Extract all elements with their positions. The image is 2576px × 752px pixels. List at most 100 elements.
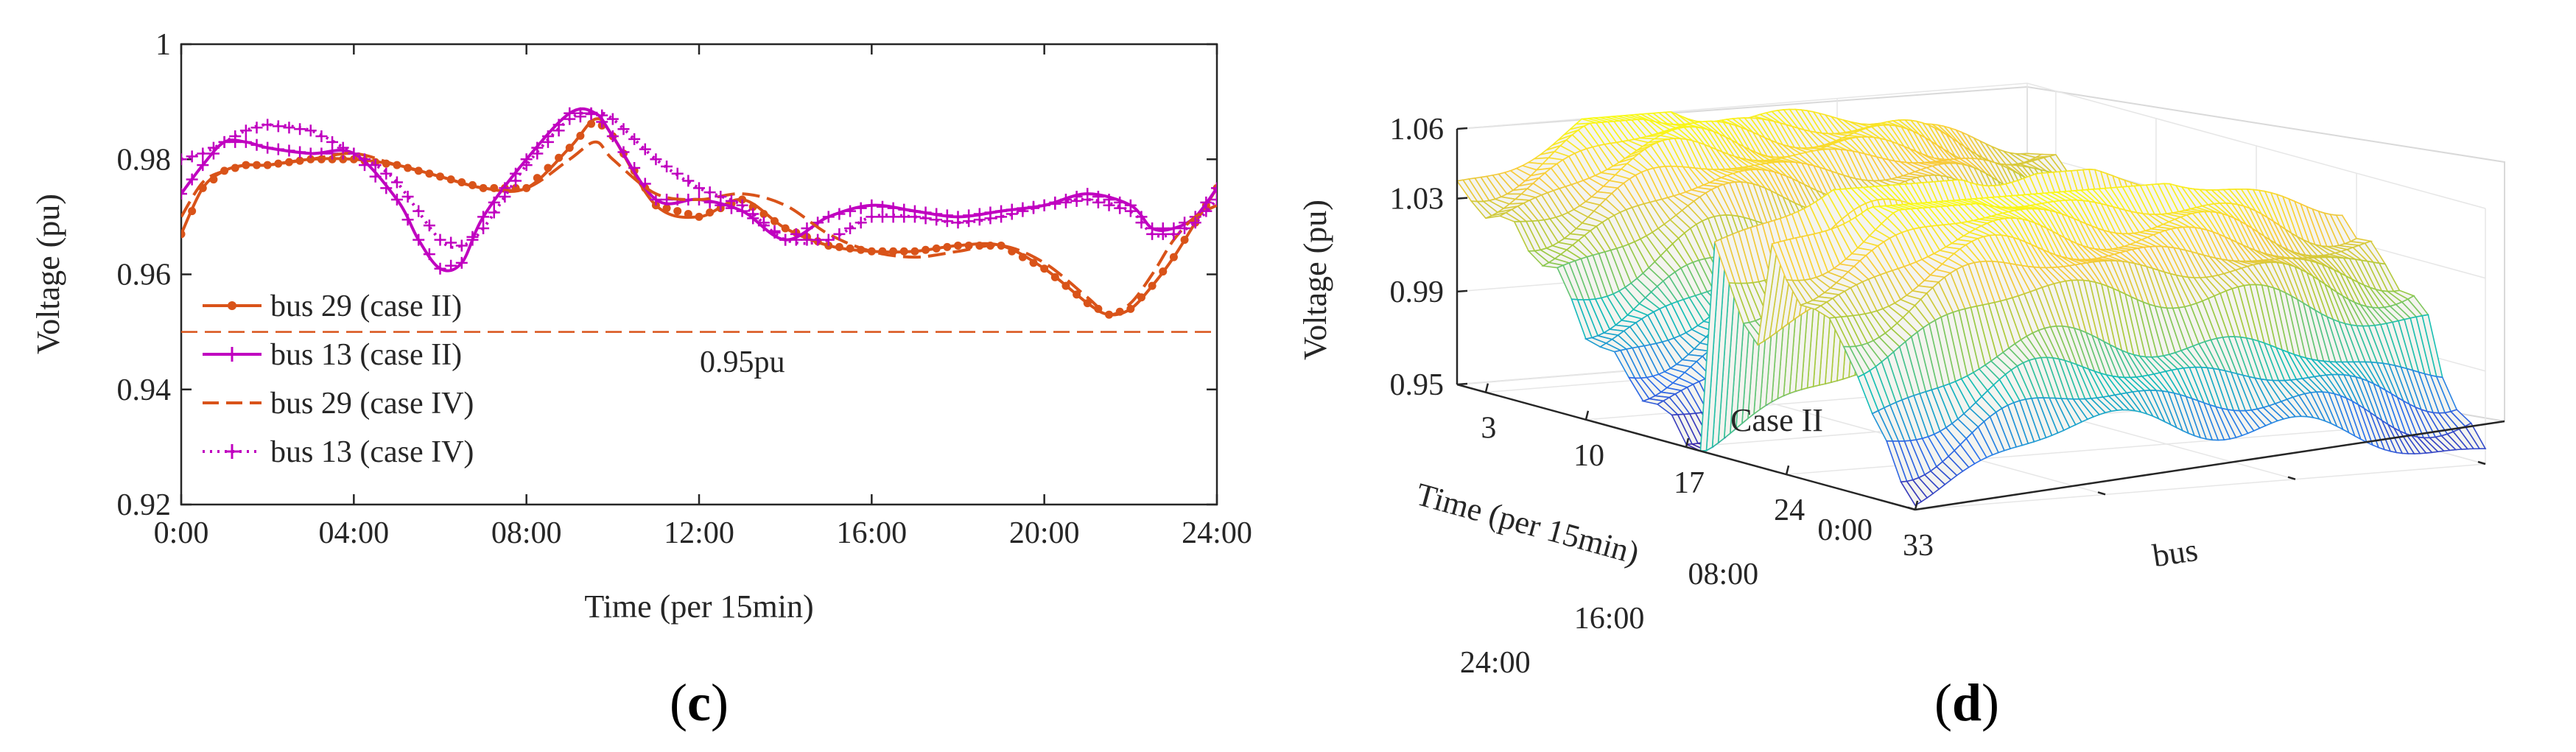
data-point bbox=[673, 207, 682, 216]
data-point bbox=[964, 241, 973, 250]
series-3 bbox=[181, 108, 1217, 252]
x-tick-label: 04:00 bbox=[318, 516, 389, 550]
data-point bbox=[466, 231, 479, 243]
data-point bbox=[1157, 228, 1169, 240]
z-tick bbox=[1456, 127, 1468, 130]
data-point bbox=[695, 212, 703, 221]
data-point bbox=[1103, 199, 1115, 211]
data-point bbox=[866, 211, 878, 223]
data-point bbox=[1114, 202, 1126, 214]
data-point bbox=[1180, 236, 1189, 245]
data-point bbox=[229, 130, 242, 142]
data-point bbox=[181, 153, 187, 166]
data-point bbox=[910, 247, 919, 256]
data-point bbox=[488, 196, 500, 208]
data-point bbox=[628, 161, 641, 174]
z-axis-label: Voltage (pu) bbox=[1297, 200, 1333, 360]
legend-entry-bus29-case4: bus 29 (case IV) bbox=[203, 387, 474, 421]
data-point bbox=[790, 233, 802, 246]
data-point bbox=[854, 217, 867, 229]
bus-tick-label: 17 bbox=[1674, 466, 1705, 500]
data-point bbox=[380, 182, 393, 194]
data-point bbox=[197, 159, 209, 172]
data-point bbox=[846, 244, 854, 253]
data-point bbox=[1083, 299, 1092, 308]
data-point bbox=[757, 217, 770, 229]
time-tick bbox=[2097, 491, 2106, 496]
data-point bbox=[822, 211, 835, 223]
x-tick-label: 16:00 bbox=[836, 516, 907, 550]
data-point bbox=[1211, 193, 1217, 205]
data-point bbox=[434, 233, 446, 246]
data-point bbox=[833, 208, 846, 220]
data-point bbox=[801, 222, 813, 234]
legend-label: bus 29 (case IV) bbox=[270, 387, 474, 421]
time-tick-label: 16:00 bbox=[1574, 602, 1645, 636]
y-axis-label: Voltage (pu) bbox=[30, 194, 66, 354]
bus-tick bbox=[1584, 410, 1590, 421]
data-point bbox=[565, 144, 574, 152]
data-point bbox=[181, 188, 187, 200]
plot-frame bbox=[180, 43, 1218, 506]
data-point bbox=[380, 167, 393, 180]
data-point bbox=[596, 109, 608, 122]
data-point bbox=[748, 203, 757, 211]
data-point bbox=[801, 233, 813, 246]
data-point bbox=[477, 211, 490, 223]
threshold-label: 0.95pu bbox=[700, 345, 785, 379]
data-point bbox=[304, 124, 317, 137]
time-tick-label: 24:00 bbox=[1460, 646, 1531, 680]
data-point bbox=[671, 167, 684, 180]
legend-label: bus 13 (case II) bbox=[270, 338, 462, 372]
data-point bbox=[197, 147, 209, 160]
data-point bbox=[337, 141, 349, 154]
data-point bbox=[188, 207, 197, 216]
data-point bbox=[283, 122, 295, 134]
data-point bbox=[186, 150, 198, 163]
data-point bbox=[1179, 222, 1191, 234]
data-point bbox=[1146, 228, 1159, 240]
data-point bbox=[1168, 228, 1180, 240]
data-point bbox=[1211, 182, 1217, 194]
data-point bbox=[413, 205, 425, 217]
data-point bbox=[239, 124, 252, 137]
legend: bus 29 (case II) bus 13 (case II) bus 29… bbox=[203, 289, 474, 469]
bus-tick-label: 24 bbox=[1774, 493, 1805, 527]
data-point bbox=[706, 208, 715, 217]
data-point bbox=[186, 173, 198, 186]
data-point bbox=[1135, 217, 1148, 229]
legend-entry-bus13-case2: bus 13 (case II) bbox=[203, 338, 462, 372]
axis-ticks-3d: 0.95 0.99 1.03 1.06 3 10 17 24 33 0:00 08:00 16:00 2… bbox=[1390, 113, 2486, 680]
y-tick-label: 0.98 bbox=[117, 143, 172, 177]
data-point bbox=[941, 215, 953, 228]
series-line bbox=[181, 140, 1217, 317]
bus-tick-label: 33 bbox=[1903, 529, 1934, 563]
data-point bbox=[390, 176, 403, 189]
data-point bbox=[348, 147, 360, 160]
data-point bbox=[889, 247, 898, 256]
data-point bbox=[413, 233, 425, 246]
data-point bbox=[510, 175, 522, 187]
data-point bbox=[899, 247, 908, 256]
data-point bbox=[1029, 259, 1038, 267]
data-point bbox=[445, 236, 457, 249]
data-point bbox=[250, 122, 263, 134]
data-point bbox=[684, 209, 692, 218]
data-point bbox=[555, 153, 564, 162]
annotation-case-ii: Case II bbox=[1730, 402, 1823, 438]
data-point bbox=[283, 144, 295, 157]
data-point bbox=[1061, 281, 1070, 290]
series-group bbox=[181, 107, 1217, 319]
data-point bbox=[1006, 208, 1018, 220]
data-point bbox=[531, 147, 544, 160]
data-point bbox=[995, 211, 1008, 223]
data-point bbox=[468, 180, 477, 189]
data-point bbox=[973, 214, 986, 226]
data-point bbox=[272, 120, 284, 133]
data-point bbox=[1092, 196, 1104, 208]
data-point bbox=[932, 244, 941, 253]
data-point bbox=[250, 138, 263, 151]
data-point bbox=[866, 199, 878, 211]
data-point bbox=[835, 242, 843, 251]
